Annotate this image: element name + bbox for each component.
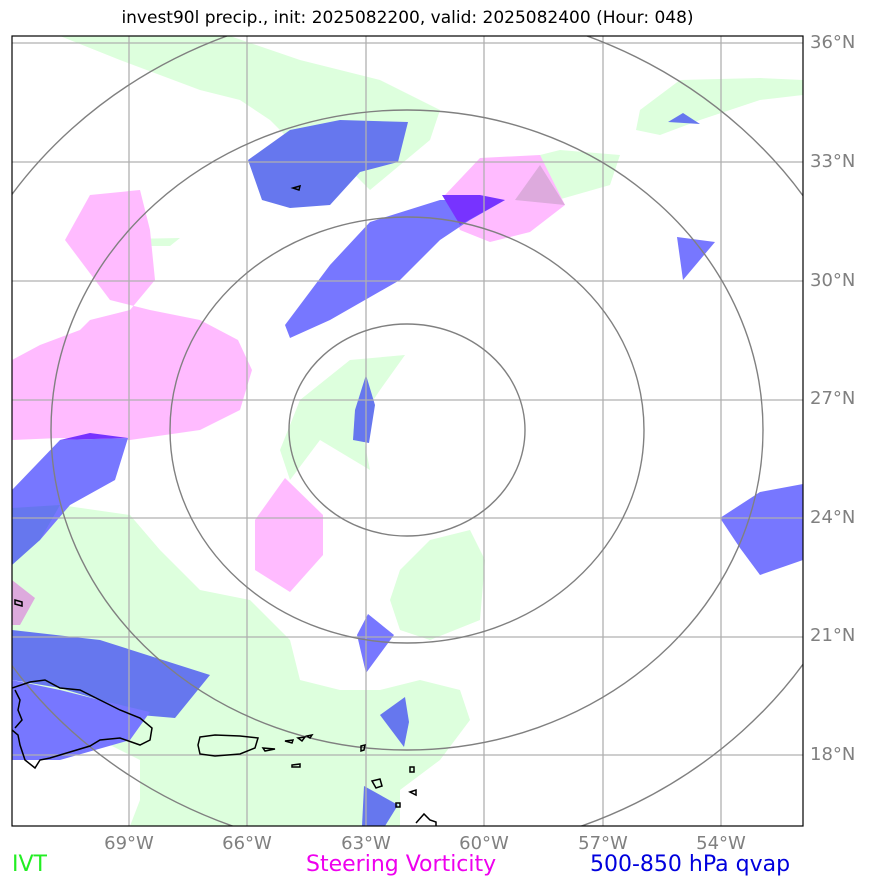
lat-label-30n: 30°N	[810, 270, 856, 291]
plot-frame	[11, 35, 804, 827]
legend-qvap: 500-850 hPa qvap	[590, 852, 791, 877]
lon-label-60w: 60°W	[459, 833, 509, 854]
lat-label-18n: 18°N	[810, 744, 856, 765]
graticule	[12, 36, 803, 826]
lat-label-24n: 24°N	[810, 507, 856, 528]
lon-label-63w: 63°W	[341, 833, 391, 854]
lon-label-54w: 54°W	[696, 833, 746, 854]
lon-label-66w: 66°W	[222, 833, 272, 854]
lon-label-69w: 69°W	[104, 833, 154, 854]
lat-label-21n: 21°N	[810, 625, 856, 646]
qvap-field	[12, 113, 803, 826]
lat-label-36n: 36°N	[810, 32, 856, 53]
range-rings	[12, 36, 803, 826]
vorticity-field	[12, 155, 565, 625]
legend-ivt: IVT	[12, 852, 47, 877]
legend-steering-vorticity: Steering Vorticity	[306, 852, 497, 877]
coastlines	[12, 184, 437, 826]
lat-label-27n: 27°N	[810, 388, 856, 409]
map-title: invest90l precip., init: 2025082200, val…	[121, 8, 694, 28]
lat-label-33n: 33°N	[810, 151, 856, 172]
lon-label-57w: 57°W	[578, 833, 628, 854]
